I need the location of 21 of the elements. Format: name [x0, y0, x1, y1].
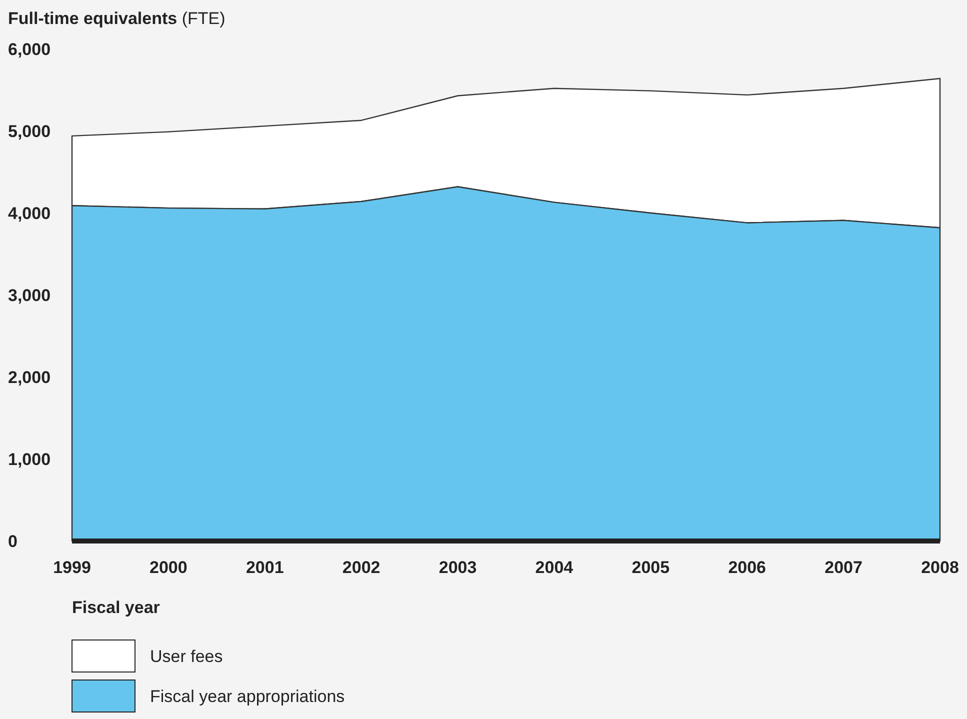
x-tick-label: 2001	[246, 558, 284, 577]
x-axis-title: Fiscal year	[72, 598, 160, 617]
y-tick-label: 2,000	[8, 368, 51, 387]
legend-label: User fees	[150, 646, 223, 666]
x-tick-label: 2000	[150, 558, 188, 577]
y-tick-label: 6,000	[8, 40, 51, 59]
x-tick-label: 2008	[921, 558, 959, 577]
x-tick-label: 2004	[535, 558, 574, 577]
x-tick-label: 2003	[438, 558, 477, 577]
x-tick-label: 2002	[342, 558, 380, 577]
y-tick-label: 4,000	[8, 204, 51, 223]
y-axis-title: Full-time equivalents (FTE)	[8, 9, 226, 28]
y-tick-label: 5,000	[8, 122, 51, 141]
y-tick-label: 1,000	[8, 450, 51, 469]
x-tick-label: 2005	[632, 558, 670, 577]
x-tick-label: 1999	[53, 558, 91, 577]
legend-label: Fiscal year appropriations	[150, 686, 345, 706]
y-tick-label: 3,000	[8, 286, 51, 305]
y-tick-label: 0	[8, 532, 18, 551]
x-tick-label: 2006	[728, 558, 766, 577]
x-tick-label: 2007	[824, 558, 862, 577]
